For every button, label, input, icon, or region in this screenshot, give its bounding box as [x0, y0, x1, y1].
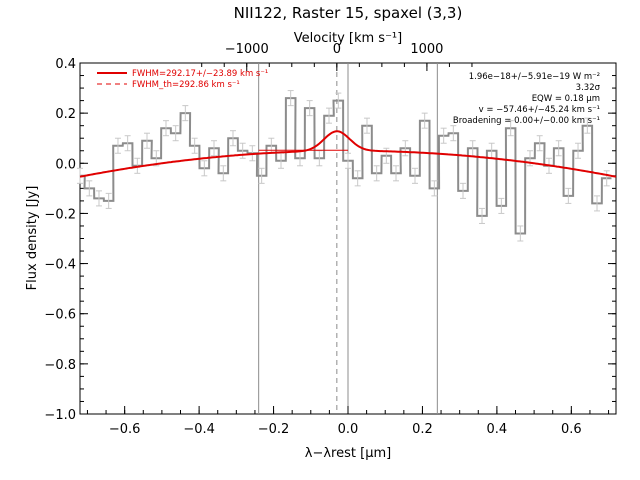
- x-tick-label-6: 0.6: [561, 422, 582, 437]
- y-tick-label-2: −0.6: [44, 308, 76, 323]
- x-tick-label-3: 0.0: [338, 422, 359, 437]
- x-tick-label-5: 0.4: [487, 422, 508, 437]
- y-tick-label-0: −1.0: [44, 408, 76, 423]
- x-tick-label-1: −0.4: [183, 422, 215, 437]
- annotation-0: 1.96e−18+/−5.91e−19 W m⁻²: [469, 72, 600, 82]
- y-tick-label-3: −0.4: [44, 258, 76, 273]
- annotation-3: v = −57.46+/−45.24 km s⁻¹: [479, 105, 600, 115]
- x-axis-label: λ−λrest [μm]: [305, 446, 391, 461]
- y-axis-label: Flux density [Jy]: [25, 186, 40, 291]
- legend-label-1: FWHM_th=292.86 km s⁻¹: [132, 80, 240, 90]
- y-tick-label-4: −0.2: [44, 207, 76, 222]
- top-axis-label: Velocity [km s⁻¹]: [294, 31, 402, 46]
- y-tick-label-5: 0.0: [55, 157, 76, 172]
- chart-title: NII122, Raster 15, spaxel (3,3): [234, 4, 463, 22]
- top-tick-label-0: −1000: [225, 42, 269, 57]
- x-tick-label-0: −0.6: [109, 422, 141, 437]
- y-tick-label-7: 0.4: [55, 57, 76, 72]
- plot-area: −0.6 −0.4 −0.2 0.0 0.2 0.4 0.6 −1.0 −0.8 −0.6 −0.4…: [44, 42, 617, 437]
- fit-series: [79, 130, 617, 178]
- y-tick-label-1: −0.8: [44, 358, 76, 373]
- annotation-2: EQW = 0.18 μm: [532, 94, 600, 104]
- annotation-4: Broadening = 0.00+/−0.00 km s⁻¹: [453, 116, 600, 126]
- annotation-1: 3.32σ: [576, 83, 601, 93]
- y-tick-label-6: 0.2: [55, 107, 76, 122]
- x-tick-label-4: 0.2: [412, 422, 433, 437]
- legend: FWHM=292.17+/−23.89 km s⁻¹FWHM_th=292.86…: [97, 69, 268, 90]
- legend-label-0: FWHM=292.17+/−23.89 km s⁻¹: [132, 69, 268, 79]
- top-tick-label-1: 0: [333, 42, 341, 57]
- x-tick-label-2: −0.2: [258, 422, 290, 437]
- top-tick-label-2: 1000: [410, 42, 443, 57]
